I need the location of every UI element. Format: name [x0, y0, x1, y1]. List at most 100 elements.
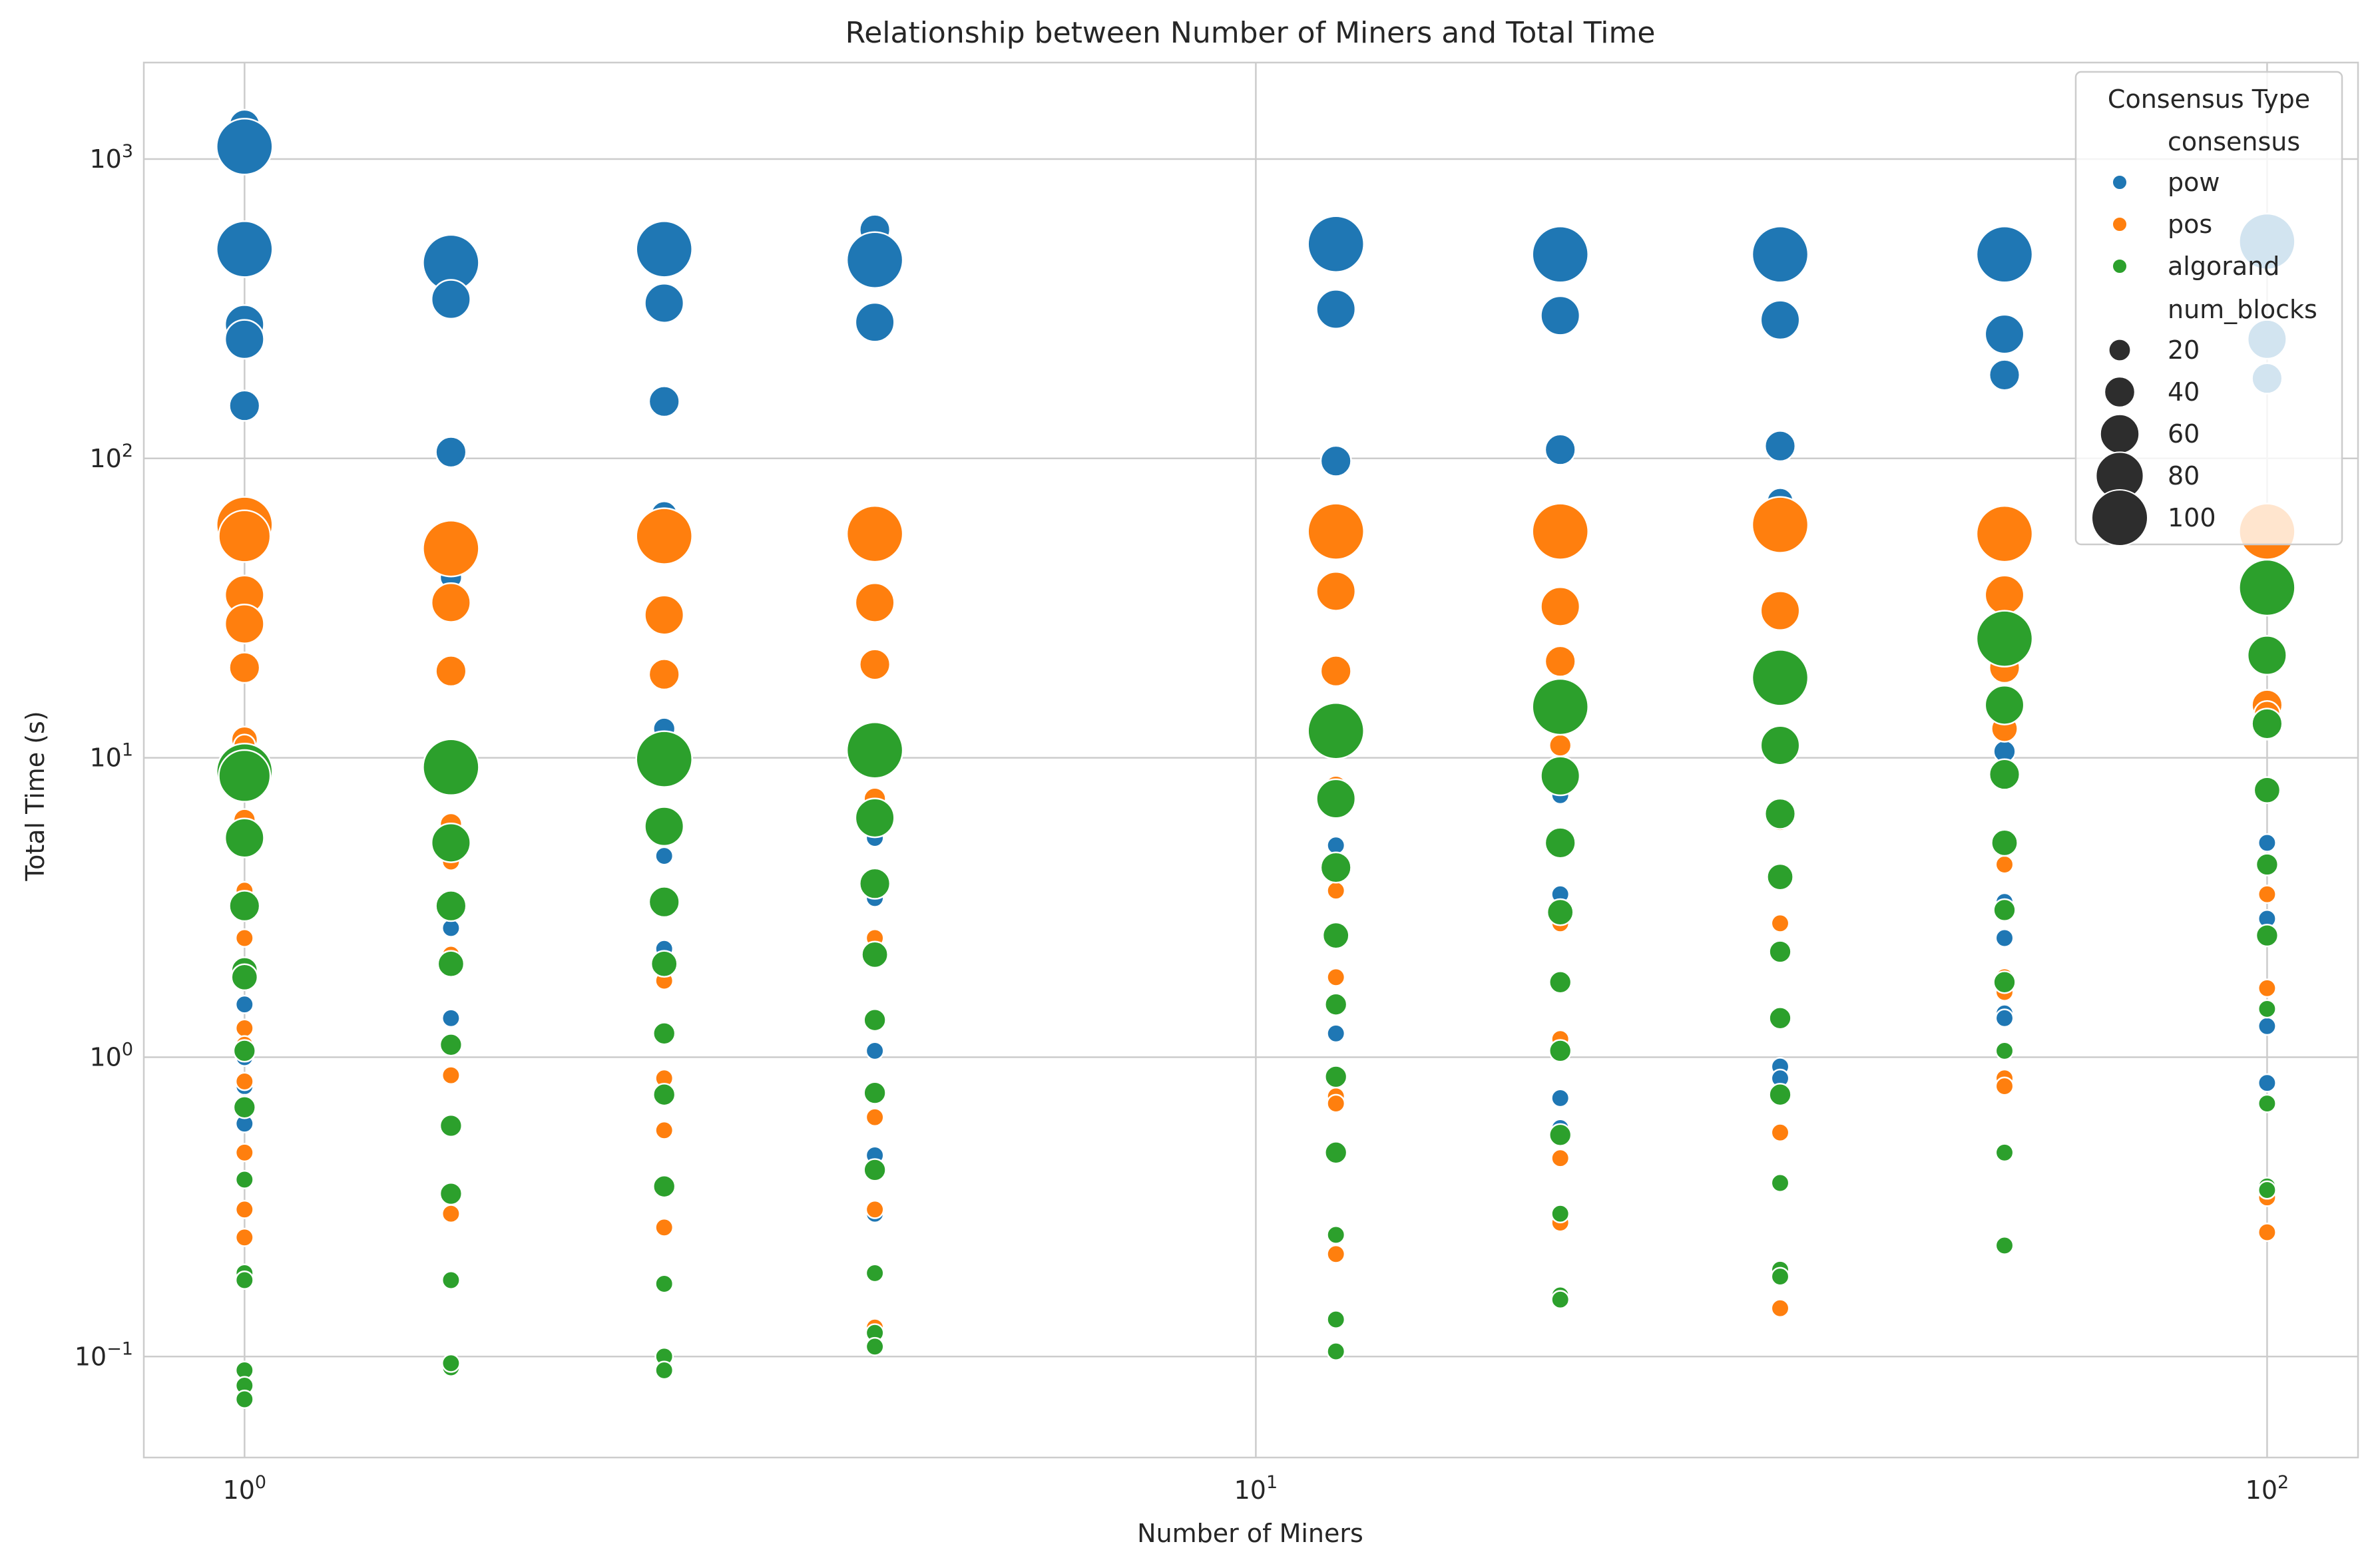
- pos-point: [1760, 590, 1801, 632]
- pos-point: [859, 648, 891, 681]
- pow-point: [1540, 295, 1581, 336]
- pow-point: [2257, 1016, 2277, 1036]
- pos-point: [1326, 967, 1346, 987]
- algorand-point: [234, 1169, 254, 1189]
- legend-size-label: 20: [2168, 335, 2200, 365]
- pow-point: [234, 994, 254, 1014]
- algorand-point: [228, 890, 261, 922]
- algorand-point: [435, 890, 467, 922]
- legend-label-algorand: algorand: [2168, 252, 2279, 281]
- pow-point: [845, 231, 904, 289]
- legend-size-label: 80: [2168, 461, 2200, 490]
- algorand-point: [1984, 684, 2025, 725]
- pow-point: [1544, 433, 1576, 466]
- pow-point: [1315, 289, 1357, 330]
- algorand-point: [1995, 1235, 2015, 1255]
- pow-point: [430, 279, 471, 320]
- algorand-point: [1326, 1225, 1346, 1245]
- pos-point: [2257, 884, 2277, 904]
- algorand-point: [1770, 1267, 1790, 1286]
- algorand-point: [1324, 992, 1348, 1016]
- algorand-point: [648, 886, 680, 918]
- algorand-point: [652, 1083, 676, 1107]
- algorand-point: [2255, 923, 2279, 948]
- legend-size-marker: [2108, 338, 2132, 362]
- algorand-point: [2238, 558, 2296, 617]
- pos-point: [2257, 978, 2277, 998]
- algorand-point: [441, 1271, 461, 1290]
- pow-point: [216, 118, 274, 176]
- algorand-point: [845, 721, 904, 779]
- legend-size-label: 100: [2168, 503, 2216, 532]
- pow-point: [635, 220, 693, 278]
- y-axis-label: Total Time (s): [21, 711, 50, 881]
- pow-point: [1550, 1088, 1570, 1108]
- pos-point: [1315, 570, 1357, 612]
- pos-point: [422, 519, 480, 578]
- algorand-point: [654, 1360, 674, 1380]
- algorand-point: [1993, 970, 2017, 994]
- algorand-point: [224, 817, 265, 859]
- algorand-point: [230, 963, 259, 992]
- pow-point: [1326, 835, 1346, 855]
- algorand-point: [422, 738, 480, 797]
- pos-point: [1326, 1093, 1346, 1113]
- legend-size-entries: 20 40 60 80 100: [2091, 335, 2216, 546]
- algorand-point: [1751, 649, 1809, 707]
- pos-point: [1975, 504, 2034, 563]
- pos-point: [654, 1217, 674, 1237]
- algorand-point: [865, 1263, 885, 1283]
- algorand-point: [644, 806, 685, 847]
- legend-size-marker: [2104, 376, 2136, 408]
- legend-size-marker: [2099, 413, 2140, 455]
- pow-point: [435, 436, 467, 469]
- pow-point: [654, 846, 674, 866]
- pos-point: [1770, 1298, 1790, 1318]
- algorand-point: [1321, 921, 1350, 950]
- algorand-point: [1540, 755, 1581, 797]
- pos-point: [1984, 574, 2025, 616]
- tick-labels: 100 101 102 10−1 100 101 102 103: [75, 141, 2289, 1505]
- algorand-point: [2246, 635, 2287, 676]
- pos-point: [441, 1204, 461, 1224]
- pos-point: [435, 655, 467, 687]
- pos-point: [234, 1143, 254, 1163]
- algorand-point: [1531, 678, 1589, 736]
- pos-point: [1995, 1076, 2015, 1096]
- legend-hue-title: consensus: [2168, 127, 2300, 156]
- algorand-point: [439, 1181, 463, 1206]
- pos-point: [228, 652, 261, 684]
- pos-point: [1326, 881, 1346, 900]
- algorand-point: [1995, 1041, 2015, 1061]
- pos-point: [854, 582, 895, 623]
- algorand-point: [2253, 776, 2281, 805]
- algorand-point: [439, 1033, 463, 1057]
- algorand-point: [1315, 778, 1357, 819]
- x-axis-label: Number of Miners: [1137, 1519, 1363, 1548]
- algorand-point: [234, 1271, 254, 1290]
- algorand-point: [1550, 1204, 1570, 1224]
- pos-point: [1770, 1123, 1790, 1143]
- algorand-point: [1988, 758, 2021, 791]
- pow-point: [865, 1041, 885, 1061]
- legend-label-pow: pow: [2168, 168, 2220, 197]
- legend-size-label: 60: [2168, 419, 2200, 449]
- legend-title: Consensus Type: [2108, 85, 2310, 114]
- pow-point: [644, 283, 685, 323]
- pos-point: [644, 594, 685, 636]
- pos-point: [1544, 645, 1576, 678]
- algorand-point: [652, 1175, 676, 1199]
- algorand-point: [1760, 725, 1801, 766]
- pos-point: [218, 509, 272, 563]
- algorand-point: [2257, 1180, 2277, 1200]
- pow-point: [1326, 1024, 1346, 1044]
- legend: Consensus Type consensus powposalgorand …: [2074, 71, 2343, 546]
- algorand-point: [1768, 940, 1792, 964]
- y-tick-label: 10−1: [75, 1338, 133, 1371]
- algorand-point: [1546, 898, 1574, 926]
- legend-box: [2074, 71, 2343, 546]
- pow-point: [1975, 226, 2034, 284]
- pow-point: [2257, 833, 2277, 853]
- pos-point: [2257, 1223, 2277, 1243]
